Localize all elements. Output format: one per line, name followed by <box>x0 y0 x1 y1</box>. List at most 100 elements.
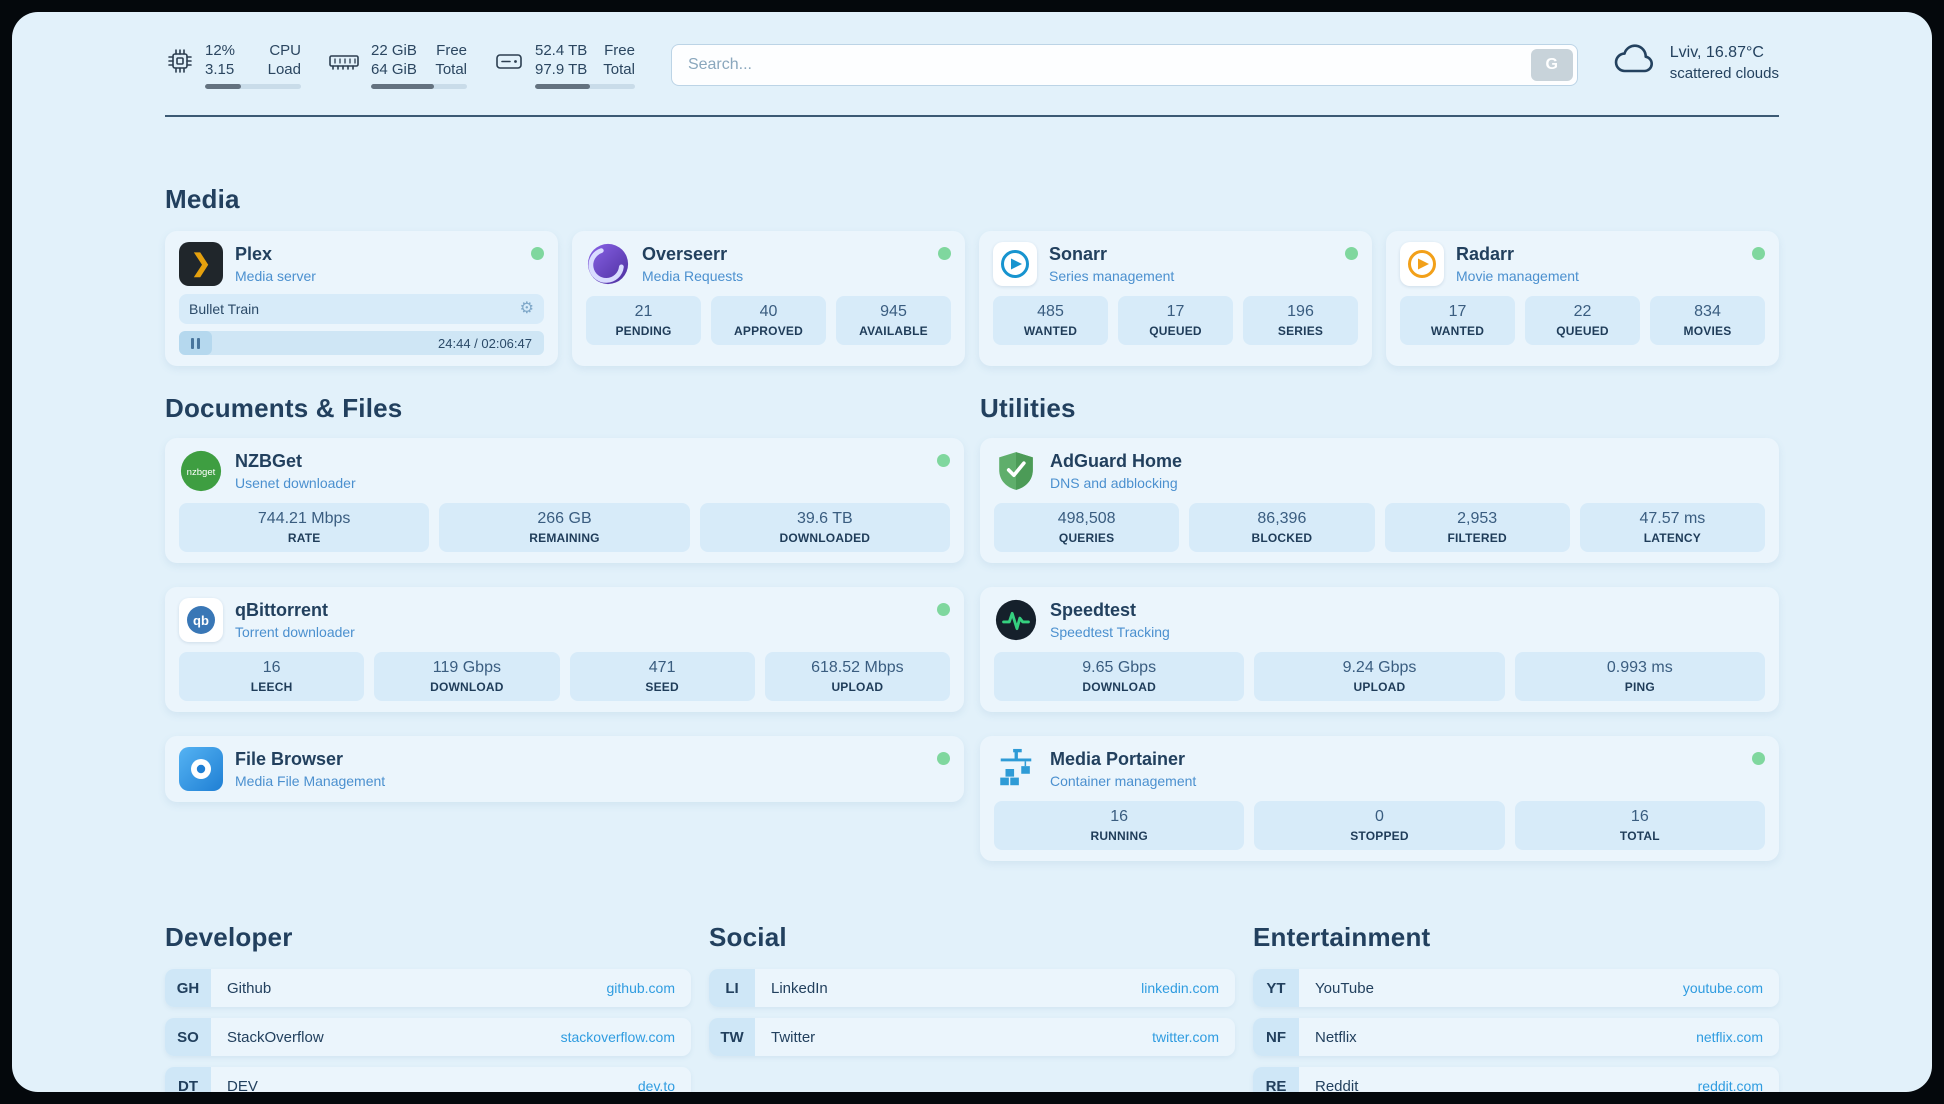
stat-queued: 17 QUEUED <box>1118 296 1233 345</box>
bookmark-url[interactable]: youtube.com <box>1682 980 1763 996</box>
bookmark-youtube[interactable]: YT YouTube youtube.com <box>1253 969 1779 1007</box>
stat-ping: 0.993 ms PING <box>1514 652 1765 701</box>
stat-running: 16 RUNNING <box>994 801 1245 850</box>
filebrowser-icon <box>179 747 223 791</box>
bookmark-netflix[interactable]: NF Netflix netflix.com <box>1253 1018 1779 1056</box>
stat-approved: 40 APPROVED <box>711 296 826 345</box>
search-engine-button[interactable]: G <box>1530 49 1573 81</box>
weather-condition: scattered clouds <box>1669 64 1779 82</box>
now-playing-time: 24:44 / 02:06:47 <box>438 335 532 351</box>
stat-upload: 9.24 Gbps UPLOAD <box>1254 652 1505 701</box>
memory-monitor: 22 GiB Free 64 GiB Total <box>327 42 467 89</box>
stat-stopped: 0 STOPPED <box>1254 801 1505 850</box>
memory-total-label: Total <box>435 61 467 78</box>
adguard-icon <box>994 449 1038 493</box>
service-subtitle: Media server <box>235 268 316 284</box>
status-dot <box>1752 247 1765 260</box>
bookmark-url[interactable]: dev.to <box>637 1078 675 1092</box>
service-name: Radarr <box>1456 244 1515 264</box>
bookmark-abbr: DT <box>165 1067 211 1092</box>
section-title-social: Social <box>709 922 787 952</box>
stat-blocked: 86,396 BLOCKED <box>1189 503 1375 552</box>
service-card-sonarr[interactable]: Sonarr Series management 485 WANTED 17 Q… <box>979 231 1372 366</box>
weather-widget: Lviv, 16.87°C scattered clouds <box>1612 42 1779 83</box>
stat-pending: 21 PENDING <box>586 296 701 345</box>
bookmark-linkedin[interactable]: LI LinkedIn linkedin.com <box>709 969 1235 1007</box>
service-subtitle: DNS and adblocking <box>1050 475 1178 491</box>
bookmark-reddit[interactable]: RE Reddit reddit.com <box>1253 1067 1779 1092</box>
service-card-radarr[interactable]: Radarr Movie management 17 WANTED 22 QUE… <box>1386 231 1779 366</box>
nzbget-icon: nzbget <box>179 449 223 493</box>
stat-remaining: 266 GB REMAINING <box>439 503 690 552</box>
service-name: AdGuard Home <box>1050 451 1183 471</box>
bookmark-url[interactable]: reddit.com <box>1697 1078 1763 1092</box>
stat-download: 9.65 Gbps DOWNLOAD <box>994 652 1245 701</box>
header-divider <box>165 115 1779 117</box>
status-dot <box>937 603 950 616</box>
service-card-speedtest[interactable]: Speedtest Speedtest Tracking 9.65 Gbps D… <box>980 587 1779 712</box>
gear-icon[interactable]: ⚙ <box>519 300 534 317</box>
service-card-adguard[interactable]: AdGuard Home DNS and adblocking 498,508 … <box>980 438 1779 563</box>
service-subtitle: Torrent downloader <box>235 624 355 640</box>
dashboard-page: 12% CPU 3.15 Load <box>12 12 1932 1092</box>
bookmark-dev[interactable]: DT DEV dev.to <box>165 1067 691 1092</box>
disk-free-label: Free <box>604 42 635 59</box>
service-name: Overseerr <box>642 244 728 264</box>
service-name: NZBGet <box>235 451 302 471</box>
service-card-overseerr[interactable]: Overseerr Media Requests 21 PENDING 40 A… <box>572 231 965 366</box>
cloud-icon <box>1612 42 1658 83</box>
bookmark-name: YouTube <box>1315 979 1374 997</box>
bookmark-url[interactable]: github.com <box>606 980 675 996</box>
service-subtitle: Series management <box>1049 268 1175 284</box>
service-card-portainer[interactable]: Media Portainer Container management 16 … <box>980 736 1779 861</box>
service-card-qbittorrent[interactable]: qb qBittorrent Torrent downloader 16 LEE… <box>165 587 964 712</box>
stat-downloaded: 39.6 TB DOWNLOADED <box>699 503 950 552</box>
stat-available: 945 AVAILABLE <box>836 296 951 345</box>
status-dot <box>1752 752 1765 765</box>
stat-upload: 618.52 Mbps UPLOAD <box>764 652 950 701</box>
bookmark-url[interactable]: linkedin.com <box>1141 980 1219 996</box>
stat-queued: 22 QUEUED <box>1525 296 1640 345</box>
status-dot <box>937 752 950 765</box>
disk-monitor: 52.4 TB Free 97.9 TB Total <box>493 42 635 89</box>
status-dot <box>938 247 951 260</box>
service-name: File Browser <box>235 749 344 769</box>
section-title-entertainment: Entertainment <box>1253 922 1431 952</box>
now-playing-progress-track[interactable]: 24:44 / 02:06:47 <box>179 331 544 355</box>
disk-progress-bar <box>535 84 635 89</box>
cpu-monitor: 12% CPU 3.15 Load <box>165 42 301 89</box>
service-card-plex[interactable]: ❯ Plex Media server Bullet Train ⚙ <box>165 231 558 366</box>
stat-wanted: 17 WANTED <box>1400 296 1515 345</box>
bookmark-github[interactable]: GH Github github.com <box>165 969 691 1007</box>
radarr-icon <box>1400 242 1444 286</box>
bookmarks-developer: Developer GH Github github.com SO StackO… <box>165 921 691 1092</box>
bookmark-url[interactable]: netflix.com <box>1696 1029 1763 1045</box>
stat-rate: 744.21 Mbps RATE <box>179 503 430 552</box>
service-subtitle: Speedtest Tracking <box>1050 624 1170 640</box>
bookmark-url[interactable]: stackoverflow.com <box>560 1029 675 1045</box>
section-title-media: Media <box>165 184 240 214</box>
service-card-filebrowser[interactable]: File Browser Media File Management <box>165 736 964 802</box>
weather-location: Lviv, 16.87°C <box>1669 43 1764 61</box>
status-dot <box>1345 247 1358 260</box>
bookmark-abbr: LI <box>709 969 755 1007</box>
service-name: Speedtest <box>1050 600 1137 620</box>
stat-queries: 498,508 QUERIES <box>994 503 1180 552</box>
bookmark-abbr: GH <box>165 969 211 1007</box>
bookmark-url[interactable]: twitter.com <box>1152 1029 1219 1045</box>
search-input[interactable] <box>670 44 1578 86</box>
now-playing-title: Bullet Train <box>189 301 260 317</box>
ram-icon <box>327 46 361 89</box>
bookmark-stackoverflow[interactable]: SO StackOverflow stackoverflow.com <box>165 1018 691 1056</box>
section-documents: Documents & Files nzbget NZBGet Usenet d <box>165 392 964 861</box>
bookmark-twitter[interactable]: TW Twitter twitter.com <box>709 1018 1235 1056</box>
service-card-nzbget[interactable]: nzbget NZBGet Usenet downloader 744.21 M… <box>165 438 964 563</box>
service-subtitle: Media File Management <box>235 773 386 789</box>
service-name: Media Portainer <box>1050 749 1186 769</box>
service-name: Sonarr <box>1049 244 1108 264</box>
stat-latency: 47.57 ms LATENCY <box>1579 503 1765 552</box>
now-playing-progress-fill <box>179 331 212 355</box>
service-subtitle: Container management <box>1050 773 1197 789</box>
memory-total-value: 64 GiB <box>371 61 417 78</box>
bookmark-name: DEV <box>227 1077 258 1093</box>
